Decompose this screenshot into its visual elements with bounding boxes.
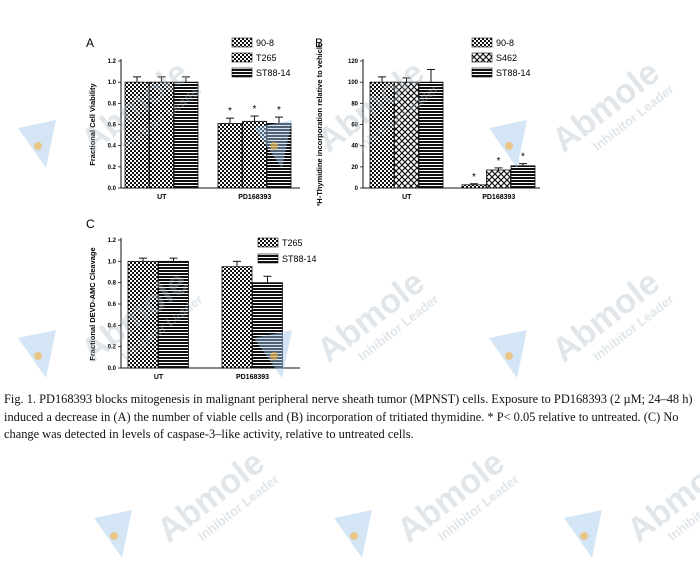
legend-label: S462 (496, 53, 517, 63)
significance-marker: * (253, 104, 257, 115)
chart-panel-c: C 0.0 0.2 0.4 0.6 0.8 1.0 1.2 Fractional DEVD-AM… (86, 217, 317, 381)
bar-st88-14-pd168393 (266, 123, 292, 189)
y-tick-label: 0.6 (108, 123, 117, 129)
y-tick-label: 0.2 (108, 165, 117, 171)
bar-90-8-ut (369, 81, 395, 189)
y-axis-label: ³H-Thymidine incorporation relative to v… (315, 43, 324, 206)
legend-label: 90-8 (496, 38, 514, 48)
legend-label: T265 (256, 53, 277, 63)
bar-s462-pd168393 (486, 169, 511, 189)
bar-t265-ut (127, 260, 159, 369)
y-tick-label: 0.8 (108, 101, 117, 107)
y-tick-label: 0.4 (108, 323, 117, 329)
y-tick-label: 120 (348, 59, 359, 65)
y-axis-label: Fractional DEVD-AMC Cleavage (88, 247, 97, 360)
y-tick-label: 40 (351, 144, 358, 150)
x-tick-label: UT (154, 374, 164, 381)
chart-panel-a: A 0.0 0.2 0.4 0.6 0.8 1.0 1.2 Fractional Cell Vi… (86, 36, 300, 201)
legend-label: 90-8 (256, 38, 274, 48)
legend-label: T265 (282, 238, 303, 248)
watermark-arrow-icon (334, 510, 372, 558)
panel-letter: C (86, 217, 95, 231)
y-tick-label: 1.2 (108, 238, 117, 244)
significance-marker: * (277, 105, 281, 116)
legend-swatch (231, 52, 253, 63)
bar-t265-ut (149, 81, 174, 189)
significance-marker: * (228, 106, 232, 117)
legend-swatch (471, 67, 493, 78)
legend-swatch (231, 37, 253, 48)
legend-label: ST88-14 (496, 68, 531, 78)
legend-swatch (257, 237, 279, 248)
y-tick-label: 0.0 (108, 366, 117, 372)
bar-90-8-pd168393 (461, 184, 487, 189)
x-tick-label: UT (402, 194, 412, 201)
y-tick-label: 0.8 (108, 281, 117, 287)
figure-caption: Fig. 1. PD168393 blocks mitogenesis in m… (4, 392, 693, 441)
bar-st88-14-ut (173, 81, 199, 189)
bar-90-8-pd168393 (217, 123, 243, 189)
watermark-arrow-icon (94, 510, 132, 558)
figure: A 0.0 0.2 0.4 0.6 0.8 1.0 1.2 Fractional Cell Vi… (86, 36, 540, 381)
x-tick-label: PD168393 (482, 194, 515, 201)
y-tick-label: 60 (351, 123, 358, 129)
bar-t265-pd168393 (242, 120, 267, 189)
y-tick-label: 0.4 (108, 144, 117, 150)
y-tick-label: 1.0 (108, 80, 117, 86)
y-tick-label: 1.0 (108, 259, 117, 265)
legend-swatch (257, 253, 279, 264)
panel-letter: B (315, 36, 323, 50)
x-tick-label: PD168393 (236, 374, 269, 381)
bar-st88-14-ut (418, 81, 444, 189)
panel-letter: A (86, 36, 94, 50)
bar-st88-14-pd168393 (510, 165, 536, 189)
y-tick-label: 0.2 (108, 345, 117, 351)
significance-marker: * (472, 172, 476, 183)
legend-swatch (231, 67, 253, 78)
y-axis-label: Fractional Cell Viability (88, 82, 97, 165)
bar-t265-pd168393 (221, 266, 253, 369)
watermark-arrow-icon (564, 510, 602, 558)
chart-panel-b: B 0 20 40 60 80 100 120 ³H-Thymidine incorporati… (315, 36, 540, 206)
y-tick-label: 0.0 (108, 186, 117, 192)
y-tick-label: 0.6 (108, 302, 117, 308)
y-tick-label: 20 (351, 165, 358, 171)
y-tick-label: 1.2 (108, 59, 117, 65)
legend-swatch (471, 37, 493, 48)
legend-swatch (471, 52, 493, 63)
y-tick-label: 80 (351, 101, 358, 107)
bar-90-8-ut (124, 81, 150, 189)
y-tick-label: 0 (355, 186, 359, 192)
bar-st88-14-pd168393 (252, 282, 283, 369)
bar-st88-14-ut (158, 260, 189, 369)
significance-marker: * (497, 156, 501, 167)
y-tick-label: 100 (348, 80, 359, 86)
significance-marker: * (521, 152, 525, 163)
x-tick-label: PD168393 (238, 194, 271, 201)
bar-s462-ut (394, 81, 419, 189)
legend-label: ST88-14 (256, 68, 291, 78)
x-tick-label: UT (157, 194, 167, 201)
legend-label: ST88-14 (282, 254, 317, 264)
